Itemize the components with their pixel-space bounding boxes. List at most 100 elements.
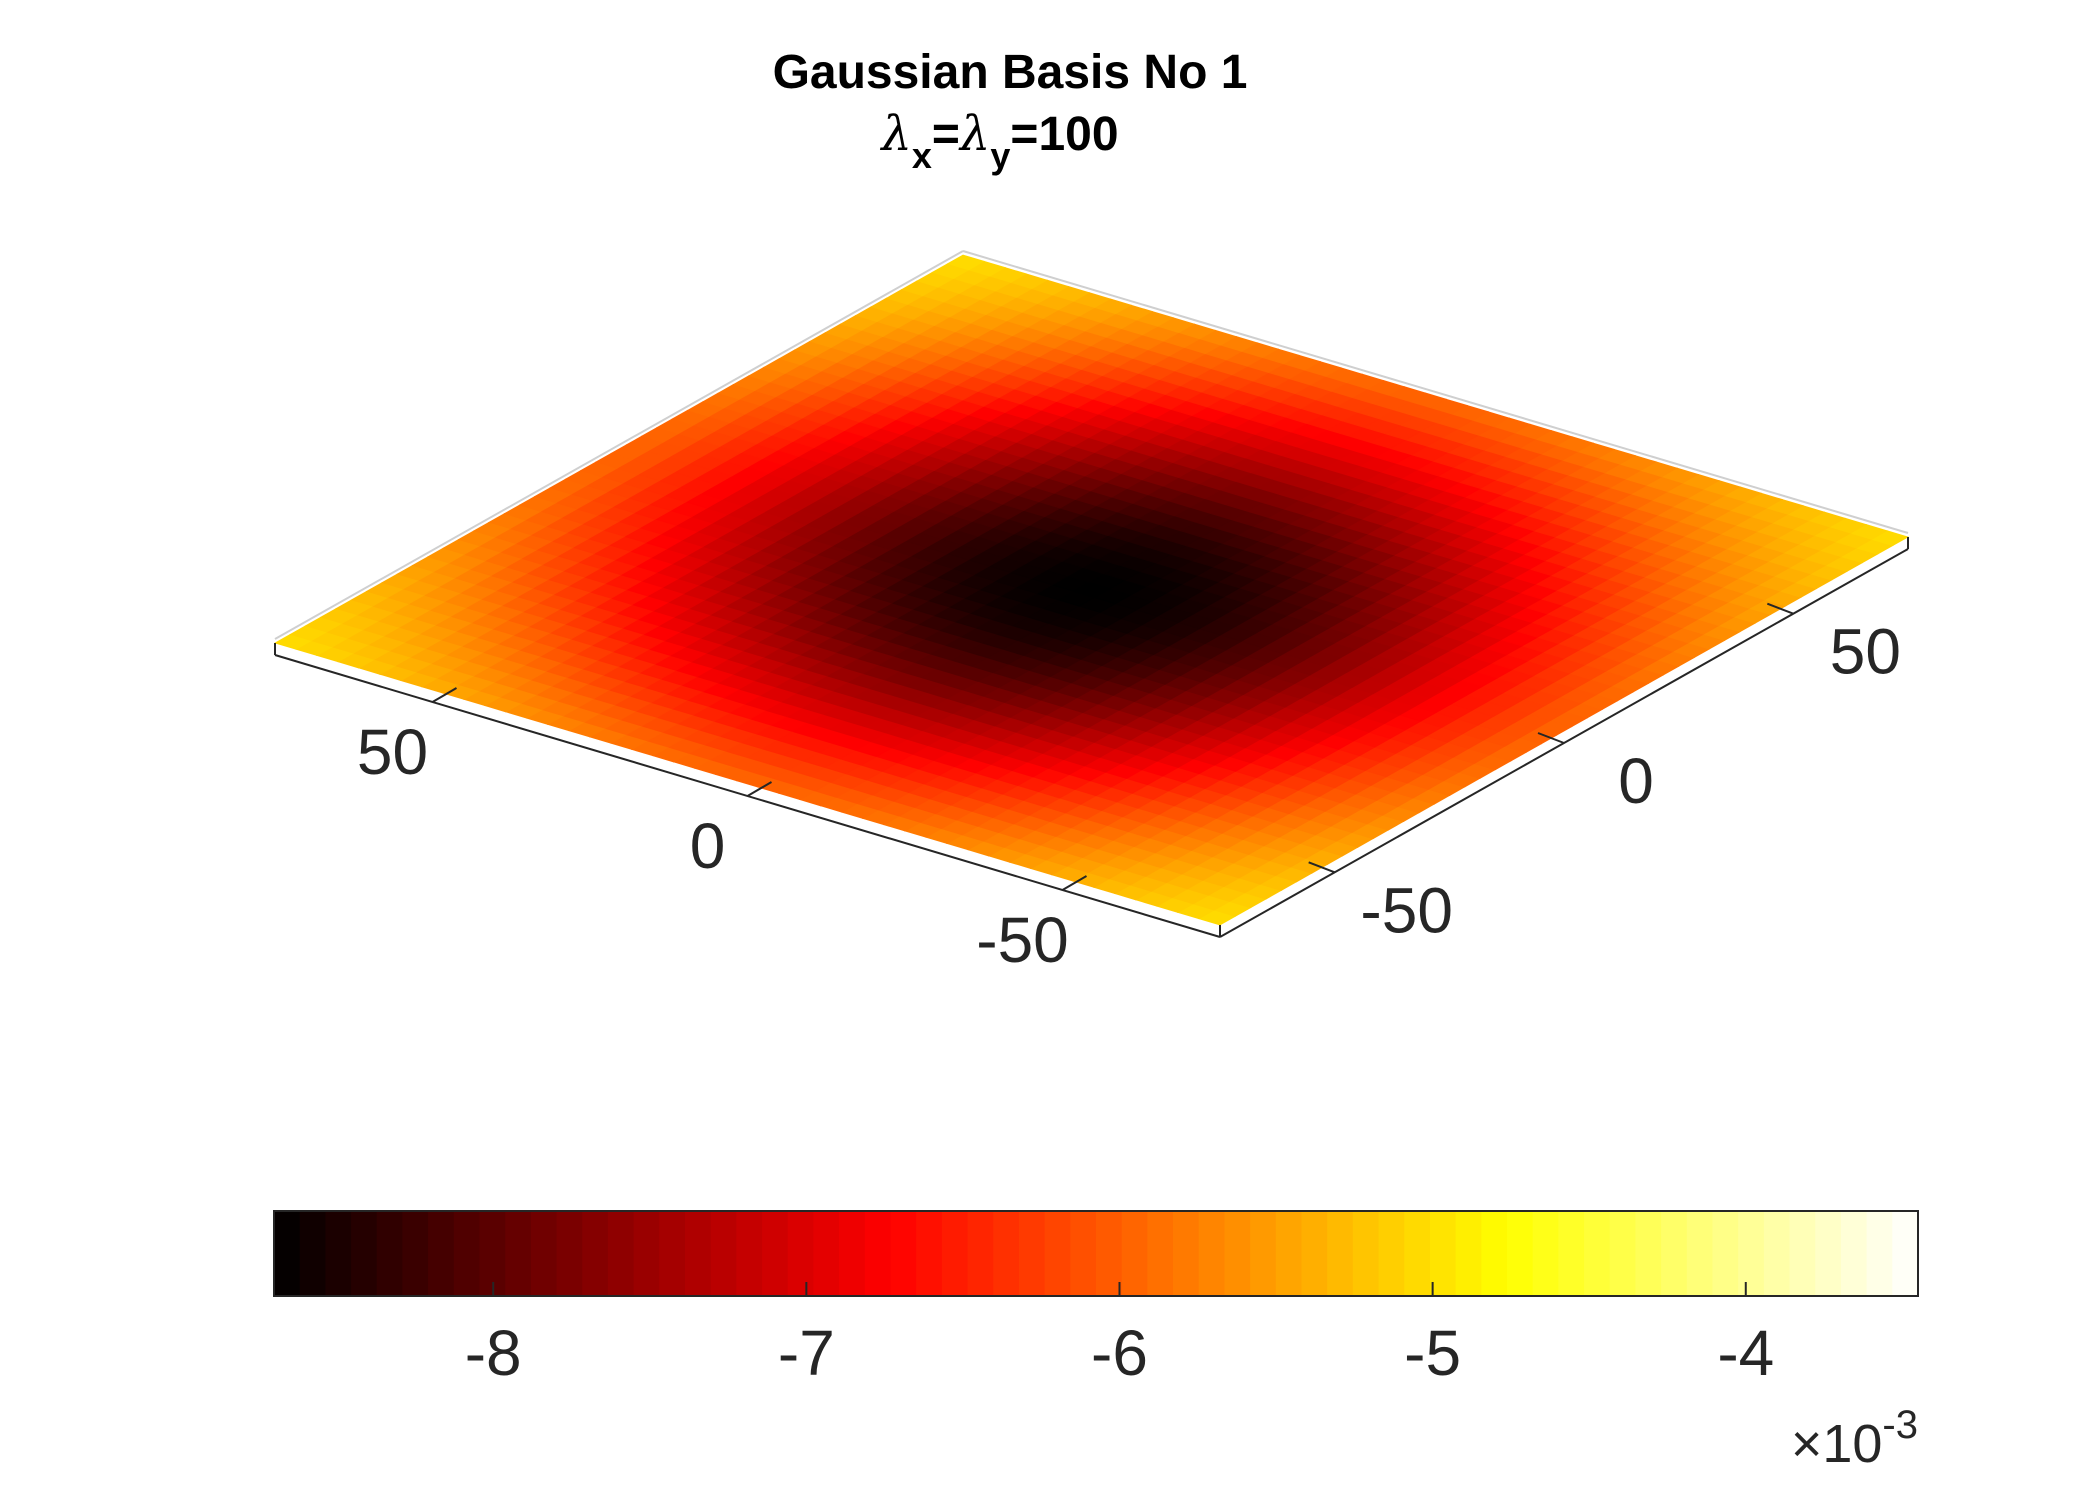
colorbar-band bbox=[1044, 1211, 1071, 1296]
colorbar-band bbox=[607, 1211, 635, 1296]
colorbar-exponent-power: -3 bbox=[1882, 1403, 1918, 1447]
colorbar-band bbox=[1558, 1211, 1585, 1296]
title-equals-1: = bbox=[932, 108, 960, 161]
title-line-2: λx=λy=100 bbox=[879, 106, 1118, 176]
colorbar-band bbox=[1532, 1211, 1559, 1296]
colorbar-band bbox=[1224, 1211, 1251, 1296]
x-tick-label: 0 bbox=[690, 810, 726, 882]
colorbar-band bbox=[1404, 1211, 1431, 1296]
surface-patch bbox=[946, 254, 986, 271]
y-tick-mark bbox=[1308, 861, 1336, 874]
colorbar-band bbox=[325, 1211, 352, 1296]
colorbar-band bbox=[787, 1211, 815, 1296]
colorbar-band bbox=[1250, 1211, 1277, 1296]
colorbar-band bbox=[1147, 1211, 1174, 1296]
colorbar-band bbox=[1507, 1211, 1534, 1296]
y-tick-label: 50 bbox=[1830, 616, 1901, 688]
title-subscript-x: x bbox=[912, 135, 932, 176]
colorbar-band bbox=[1327, 1211, 1354, 1296]
colorbar-band bbox=[1609, 1211, 1637, 1296]
colorbar-tick-label: -8 bbox=[465, 1317, 522, 1389]
back-box-edge bbox=[274, 250, 964, 640]
colorbar-band bbox=[890, 1211, 917, 1296]
x-tick-label: -50 bbox=[976, 904, 1069, 976]
colorbar-tick-label: -5 bbox=[1404, 1317, 1461, 1389]
colorbar-band bbox=[1378, 1211, 1405, 1296]
colorbar-band bbox=[1121, 1211, 1148, 1296]
title-subscript-y: y bbox=[990, 135, 1010, 176]
colorbar-exponent: ×10-3 bbox=[1791, 1403, 1918, 1474]
y-tick-label: -50 bbox=[1360, 874, 1453, 946]
colorbar-band bbox=[1712, 1211, 1739, 1296]
colorbar-band bbox=[530, 1211, 558, 1296]
colorbar-band bbox=[1789, 1211, 1816, 1296]
colorbar-exponent-base: ×10 bbox=[1791, 1414, 1883, 1474]
colorbar-frame bbox=[273, 1210, 1919, 1297]
colorbar-band bbox=[351, 1211, 378, 1296]
colorbar-band bbox=[941, 1211, 969, 1296]
colorbar-band bbox=[864, 1211, 892, 1296]
colorbar-band bbox=[1840, 1211, 1868, 1296]
colorbar-band bbox=[376, 1211, 404, 1296]
colorbar-band bbox=[582, 1211, 609, 1296]
y-axis-ticks: -50 0 50 bbox=[1308, 602, 1901, 946]
colorbar-band bbox=[633, 1211, 660, 1296]
colorbar-band bbox=[1584, 1211, 1611, 1296]
colorbar-band bbox=[993, 1211, 1020, 1296]
colorbar-band bbox=[556, 1211, 583, 1296]
colorbar-band bbox=[967, 1211, 994, 1296]
colorbar-band bbox=[1892, 1211, 1919, 1296]
colorbar: -8 -7 -6 -5 -4 ×10-3 bbox=[273, 1210, 1919, 1474]
x-tick-label: 50 bbox=[357, 716, 428, 788]
title-line-1: Gaussian Basis No 1 bbox=[773, 46, 1248, 99]
colorbar-band bbox=[274, 1211, 301, 1296]
y-tick-mark bbox=[1766, 602, 1794, 615]
colorbar-band bbox=[1661, 1211, 1688, 1296]
colorbar-band bbox=[1866, 1211, 1893, 1296]
y-tick-label: 0 bbox=[1618, 745, 1654, 817]
colorbar-band bbox=[839, 1211, 866, 1296]
back-box-edge bbox=[962, 250, 1909, 534]
colorbar-band bbox=[1275, 1211, 1303, 1296]
colorbar-band bbox=[659, 1211, 686, 1296]
plot-area: -50 0 50 -50 0 50 bbox=[273, 250, 1910, 976]
colorbar-band bbox=[299, 1211, 326, 1296]
colorbar-tick-label: -7 bbox=[778, 1317, 835, 1389]
title-lambda-y: λ bbox=[958, 106, 990, 162]
colorbar-band bbox=[1173, 1211, 1200, 1296]
colorbar-band bbox=[1070, 1211, 1097, 1296]
axes-back-box bbox=[274, 250, 1909, 640]
colorbar-band bbox=[916, 1211, 943, 1296]
colorbar-band bbox=[1738, 1211, 1765, 1296]
colorbar-band bbox=[813, 1211, 840, 1296]
x-axis-ticks: -50 0 50 bbox=[357, 687, 1088, 976]
colorbar-tick-label: -6 bbox=[1091, 1317, 1148, 1389]
colorbar-band bbox=[402, 1211, 429, 1296]
chart-title: Gaussian Basis No 1 λx=λy=100 bbox=[773, 46, 1248, 176]
colorbar-band bbox=[1763, 1211, 1791, 1296]
title-lambda-x: λ bbox=[879, 106, 911, 162]
colorbar-band bbox=[1686, 1211, 1714, 1296]
colorbar-band bbox=[1301, 1211, 1328, 1296]
colorbar-ticks: -8 -7 -6 -5 -4 bbox=[465, 1282, 1774, 1389]
colorbar-band bbox=[1018, 1211, 1046, 1296]
x-tick-mark bbox=[746, 781, 773, 797]
colorbar-band bbox=[1198, 1211, 1226, 1296]
colorbar-band bbox=[428, 1211, 455, 1296]
surface-plot bbox=[273, 254, 1910, 926]
colorbar-band bbox=[1815, 1211, 1842, 1296]
colorbar-band bbox=[710, 1211, 737, 1296]
colorbar-tick-label: -4 bbox=[1717, 1317, 1774, 1389]
colorbar-band bbox=[1481, 1211, 1508, 1296]
colorbar-band bbox=[1352, 1211, 1380, 1296]
colorbar-band bbox=[762, 1211, 789, 1296]
colorbar-band bbox=[1455, 1211, 1482, 1296]
colorbar-gradient bbox=[274, 1211, 1919, 1296]
y-tick-mark bbox=[1537, 732, 1565, 744]
colorbar-band bbox=[453, 1211, 481, 1296]
colorbar-band bbox=[685, 1211, 712, 1296]
colorbar-band bbox=[505, 1211, 532, 1296]
colorbar-band bbox=[1635, 1211, 1662, 1296]
colorbar-band bbox=[1429, 1211, 1457, 1296]
